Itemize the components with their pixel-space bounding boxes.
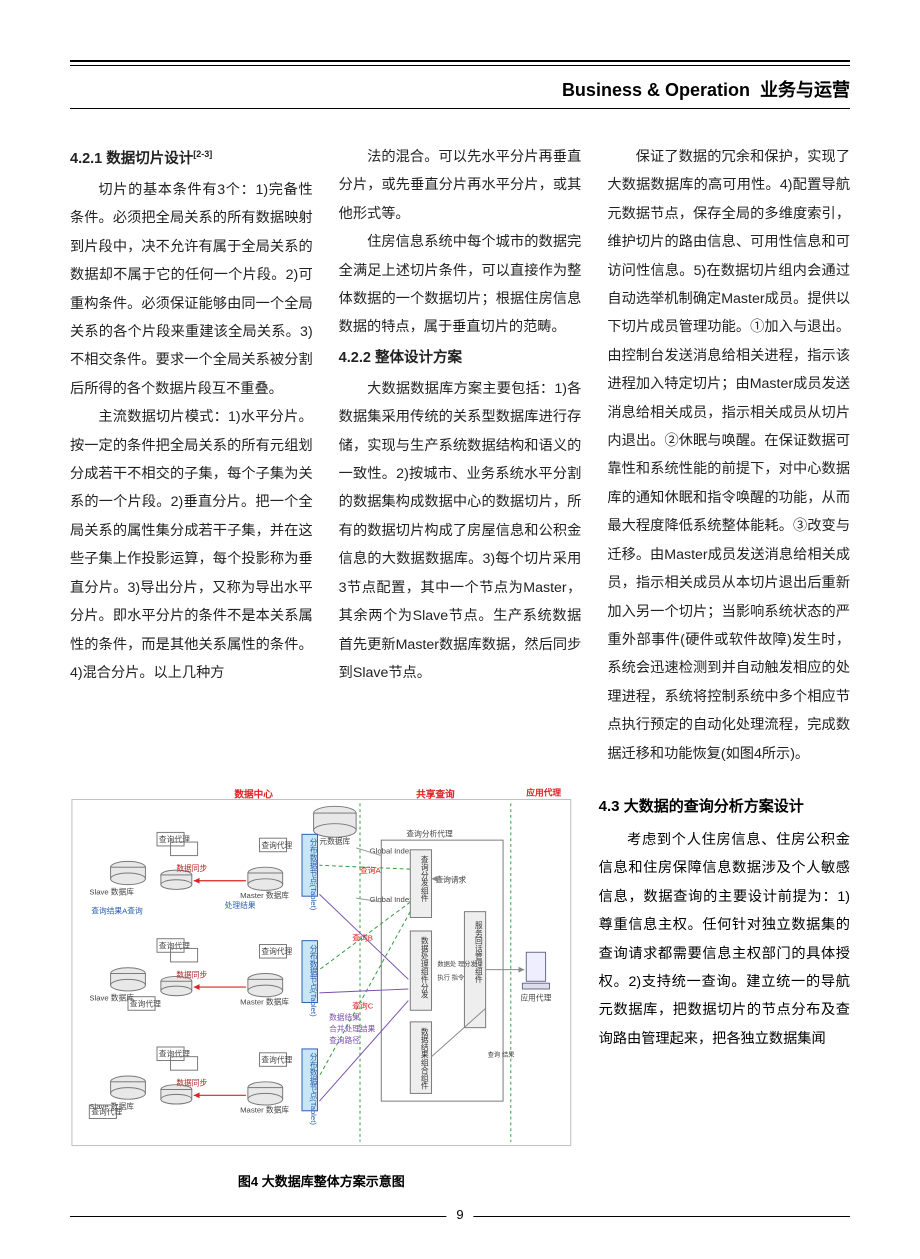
svg-text:数据处理组件分发: 数据处理组件分发	[420, 936, 429, 1000]
column-2: 法的混合。可以先水平分片再垂直分片，或先垂直分片再水平分片，或其他形式等。 住房…	[339, 143, 582, 768]
svg-text:查询结果A查询: 查询结果A查询	[91, 906, 143, 916]
svg-text:查询代理: 查询代理	[130, 998, 161, 1008]
app-agent-server-icon: 应用代理	[520, 952, 551, 1002]
svg-text:查询A: 查询A	[360, 865, 381, 875]
header-rule-bottom	[70, 108, 850, 109]
para-422-1-cont: 保证了数据的冗余和保护，实现了大数据数据库的高可用性。4)配置导航元数据节点，保…	[607, 143, 850, 768]
metadata-db-icon: 元数据库	[314, 806, 357, 846]
svg-text:查询分发组件: 查询分发组件	[420, 854, 429, 903]
svg-text:分布数据节点(Tablet): 分布数据节点(Tablet)	[309, 838, 318, 911]
heading-4-2-2: 4.2.2 整体设计方案	[339, 344, 582, 373]
svg-text:查询代理: 查询代理	[91, 1107, 122, 1117]
svg-text:数据结果: 数据结果	[329, 1012, 360, 1022]
column-3: 保证了数据的冗余和保护，实现了大数据数据库的高可用性。4)配置导航元数据节点，保…	[607, 143, 850, 768]
svg-text:查询代理: 查询代理	[159, 834, 190, 844]
svg-text:查询 结果: 查询 结果	[488, 1050, 516, 1059]
svg-text:查询请求: 查询请求	[435, 875, 466, 885]
heading-4-2-1: 4.2.1 数据切片设计[2-3]	[70, 145, 313, 174]
header-chinese: 业务与运营	[760, 80, 850, 100]
svg-text:查询路径: 查询路径	[329, 1035, 360, 1045]
svg-text:查询B: 查询B	[352, 933, 373, 943]
header-english: Business & Operation	[562, 80, 750, 100]
lower-region: 数据中心 共享查询 应用代理 元数据库	[70, 786, 850, 1190]
svg-text:数据同步: 数据同步	[176, 969, 207, 979]
para-43-1: 考虑到个人住房信息、住房公积金信息和住房保障信息数据涉及个人敏感信息，数据查询的…	[599, 826, 850, 1053]
svg-text:查询C: 查询C	[352, 1000, 373, 1010]
svg-text:数据同步: 数据同步	[176, 863, 207, 873]
para-421-2: 主流数据切片模式：1)水平分片。按一定的条件把全局关系的所有元组划分成若干不相交…	[70, 403, 313, 687]
page-number: 9	[446, 1207, 473, 1222]
svg-text:查询代理: 查询代理	[261, 946, 292, 956]
para-421-1: 切片的基本条件有3个：1)完备性条件。必须把全局关系的所有数据映射到片段中，决不…	[70, 176, 313, 403]
slice-group-3: 查询代理 Slave 数据库 查询代理 数据同步	[89, 1047, 318, 1125]
svg-text:数据处 理分发: 数据处 理分发	[437, 959, 477, 968]
svg-text:合并处理结果: 合并处理结果	[329, 1023, 376, 1033]
figure-4-container: 数据中心 共享查询 应用代理 元数据库	[70, 786, 573, 1190]
svg-text:查询代理: 查询代理	[159, 940, 190, 950]
svg-text:元数据库: 元数据库	[319, 836, 350, 846]
slice-group-1: 查询代理 Slave 数据库 数据同步	[89, 832, 318, 915]
svg-text:处理结果: 处理结果	[225, 900, 256, 910]
header-rule-top	[70, 60, 850, 62]
svg-text:Master 数据库: Master 数据库	[240, 996, 289, 1006]
label-datacenter: 数据中心	[234, 789, 273, 801]
svg-text:查询代理: 查询代理	[261, 1054, 292, 1064]
heading-4-2-1-text: 4.2.1 数据切片设计	[70, 151, 193, 167]
label-shared-query: 共享查询	[416, 789, 455, 801]
svg-text:数据结果组合组件: 数据结果组合组件	[420, 1026, 429, 1090]
body-columns: 4.2.1 数据切片设计[2-3] 切片的基本条件有3个：1)完备性条件。必须把…	[70, 143, 850, 768]
svg-text:分布数据节点(Tablet): 分布数据节点(Tablet)	[309, 944, 318, 1017]
column-3-lower: 4.3 大数据的查询分析方案设计 考虑到个人住房信息、住房公积金信息和住房保障信…	[599, 786, 850, 1190]
column-1: 4.2.1 数据切片设计[2-3] 切片的基本条件有3个：1)完备性条件。必须把…	[70, 143, 313, 768]
slice-group-2: 查询代理 Slave 数据库 查询代理 数据同步	[89, 939, 318, 1017]
svg-text:Master 数据库: Master 数据库	[240, 1105, 289, 1115]
svg-text:查询代理: 查询代理	[261, 840, 292, 850]
svg-text:分布数据节点(Tablet): 分布数据节点(Tablet)	[309, 1053, 318, 1126]
svg-text:应用代理: 应用代理	[520, 993, 551, 1003]
svg-text:Slave 数据库: Slave 数据库	[89, 886, 134, 896]
svg-text:Global Index: Global Index	[370, 895, 413, 904]
running-header: Business & Operation 业务与运营	[70, 72, 850, 108]
page-footer: 9	[70, 1216, 850, 1217]
svg-text:服务回话管理组件: 服务回话管理组件	[474, 921, 483, 984]
label-query-agent: 查询分析代理	[406, 828, 453, 838]
svg-text:执行 指令: 执行 指令	[437, 972, 465, 981]
header-rule-mid	[70, 65, 850, 66]
figure-4-svg: 数据中心 共享查询 应用代理 元数据库	[70, 786, 573, 1163]
figure-4-caption: 图4 大数据库整体方案示意图	[70, 1171, 573, 1190]
heading-4-3: 4.3 大数据的查询分析方案设计	[599, 792, 850, 822]
label-app-proxy: 应用代理	[526, 787, 561, 798]
svg-text:Slave 数据库: Slave 数据库	[89, 993, 134, 1003]
svg-text:数据同步: 数据同步	[176, 1078, 207, 1088]
para-421-3: 住房信息系统中每个城市的数据完全满足上述切片条件，可以直接作为整体数据的一个数据…	[339, 228, 582, 342]
svg-text:Master 数据库: Master 数据库	[240, 890, 289, 900]
svg-text:查询代理: 查询代理	[159, 1049, 190, 1059]
para-422-1: 大数据数据库方案主要包括：1)各数据集采用传统的关系型数据库进行存储，实现与生产…	[339, 375, 582, 687]
para-421-2-cont: 法的混合。可以先水平分片再垂直分片，或先垂直分片再水平分片，或其他形式等。	[339, 143, 582, 228]
heading-4-2-1-cite: [2-3]	[193, 149, 212, 159]
